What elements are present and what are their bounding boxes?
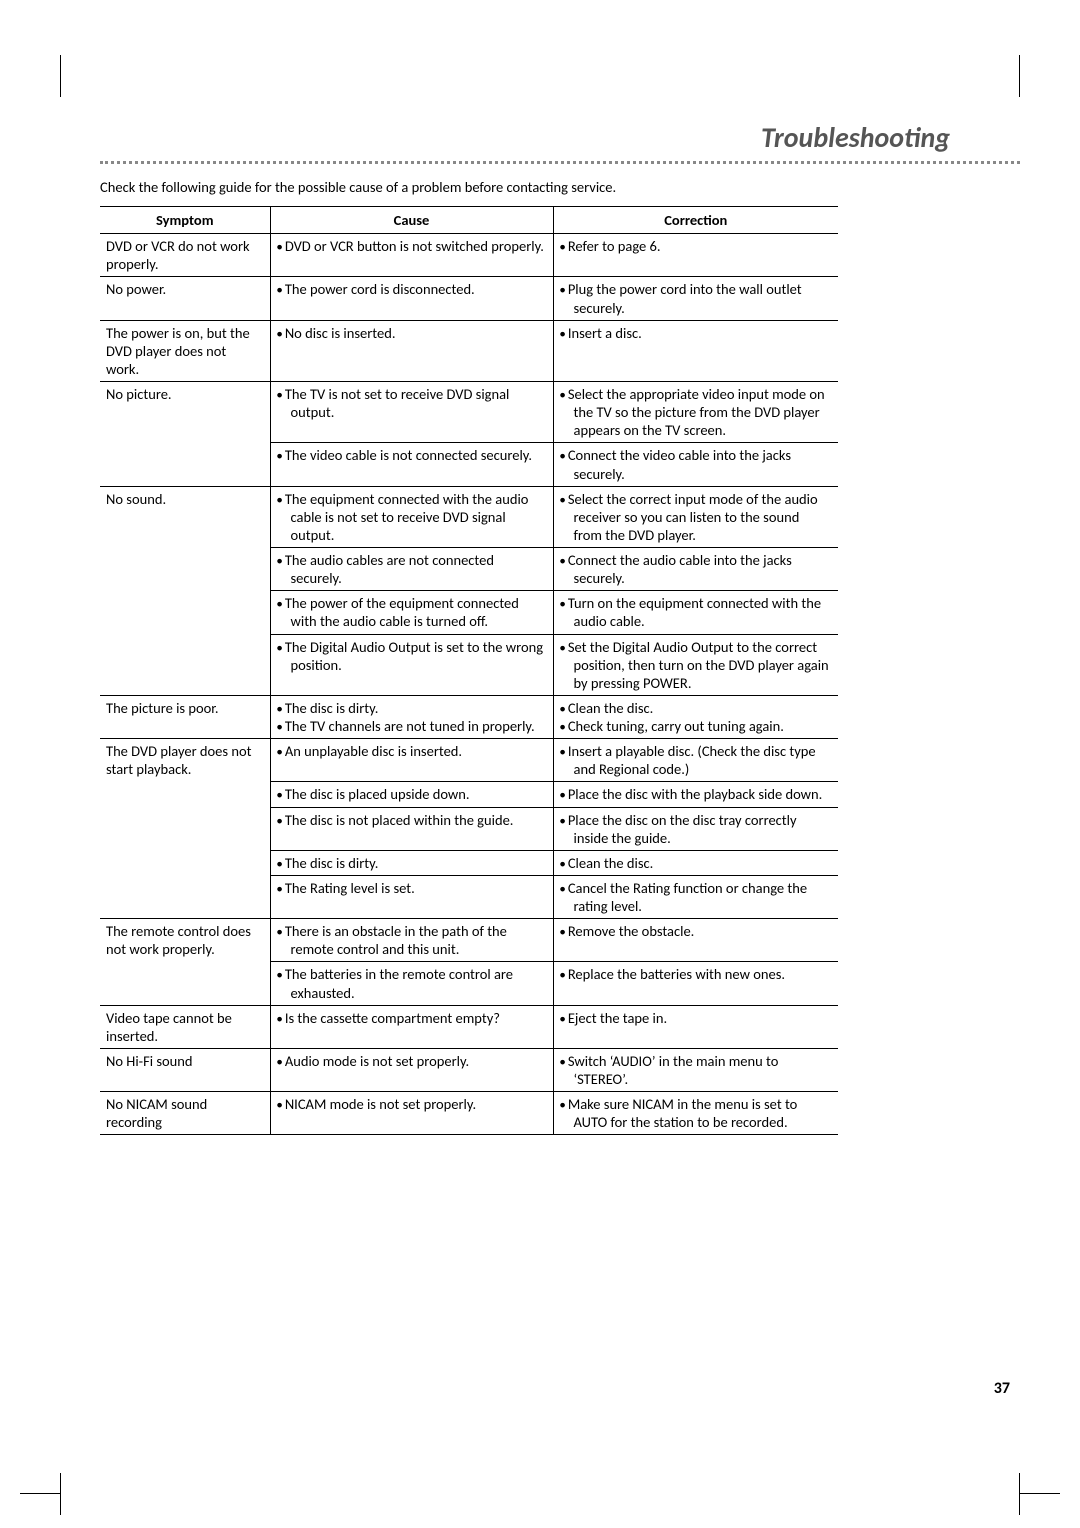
cause-cell: No disc is inserted.: [270, 320, 553, 381]
troubleshooting-table: Symptom Cause Correction DVD or VCR do n…: [100, 206, 838, 1135]
table-row: The power is on, but the DVD player does…: [100, 320, 838, 381]
cause-cell: The power cord is disconnected.: [270, 277, 553, 320]
cause-cell: The disc is placed upside down.: [270, 782, 553, 807]
correction-cell: Clean the disc.Check tuning, carry out t…: [553, 695, 838, 738]
symptom-cell: No Hi-Fi sound: [100, 1048, 270, 1091]
table-row: No picture.The TV is not set to receive …: [100, 382, 838, 443]
page-content: Troubleshooting Check the following guid…: [100, 120, 1020, 1135]
correction-cell: Set the Digital Audio Output to the corr…: [553, 634, 838, 695]
correction-cell: Select the appropriate video input mode …: [553, 382, 838, 443]
page-title: Troubleshooting: [100, 120, 1020, 155]
table-row: The remote control does not work properl…: [100, 919, 838, 962]
cause-cell: The power of the equipment connected wit…: [270, 591, 553, 634]
cause-cell: The disc is dirty.: [270, 850, 553, 875]
cause-cell: The audio cables are not connected secur…: [270, 548, 553, 591]
symptom-cell: No NICAM sound recording: [100, 1092, 270, 1135]
cause-cell: The Digital Audio Output is set to the w…: [270, 634, 553, 695]
correction-cell: Plug the power cord into the wall outlet…: [553, 277, 838, 320]
cause-cell: The video cable is not connected securel…: [270, 443, 553, 486]
table-row: DVD or VCR do not work properly.DVD or V…: [100, 234, 838, 277]
header-cause: Cause: [270, 207, 553, 234]
correction-cell: Remove the obstacle.: [553, 919, 838, 962]
correction-cell: Replace the batteries with new ones.: [553, 962, 838, 1005]
correction-cell: Insert a playable disc. (Check the disc …: [553, 739, 838, 782]
table-header-row: Symptom Cause Correction: [100, 207, 838, 234]
table-row: No NICAM sound recordingNICAM mode is no…: [100, 1092, 838, 1135]
table-row: The picture is poor.The disc is dirty.Th…: [100, 695, 838, 738]
symptom-cell: The picture is poor.: [100, 695, 270, 738]
cause-cell: DVD or VCR button is not switched proper…: [270, 234, 553, 277]
cause-cell: The disc is dirty.The TV channels are no…: [270, 695, 553, 738]
cause-cell: The batteries in the remote control are …: [270, 962, 553, 1005]
cause-cell: NICAM mode is not set properly.: [270, 1092, 553, 1135]
table-row: No power.The power cord is disconnected.…: [100, 277, 838, 320]
intro-text: Check the following guide for the possib…: [100, 178, 1020, 196]
symptom-cell: DVD or VCR do not work properly.: [100, 234, 270, 277]
cause-cell: An unplayable disc is inserted.: [270, 739, 553, 782]
symptom-cell: No power.: [100, 277, 270, 320]
cause-cell: The equipment connected with the audio c…: [270, 486, 553, 547]
table-row: The DVD player does not start playback.A…: [100, 739, 838, 782]
correction-cell: Switch ‘AUDIO’ in the main menu to ‘STER…: [553, 1048, 838, 1091]
symptom-cell: No picture.: [100, 382, 270, 487]
symptom-cell: Video tape cannot be inserted.: [100, 1005, 270, 1048]
correction-cell: Eject the tape in.: [553, 1005, 838, 1048]
correction-cell: Clean the disc.: [553, 850, 838, 875]
correction-cell: Turn on the equipment connected with the…: [553, 591, 838, 634]
header-correction: Correction: [553, 207, 838, 234]
correction-cell: Insert a disc.: [553, 320, 838, 381]
cause-cell: Is the cassette compartment empty?: [270, 1005, 553, 1048]
page-number: 37: [994, 1379, 1010, 1398]
table-row: No Hi-Fi soundAudio mode is not set prop…: [100, 1048, 838, 1091]
header-symptom: Symptom: [100, 207, 270, 234]
correction-cell: Place the disc on the disc tray correctl…: [553, 807, 838, 850]
correction-cell: Connect the video cable into the jacks s…: [553, 443, 838, 486]
table-row: No sound.The equipment connected with th…: [100, 486, 838, 547]
title-divider: [100, 161, 1020, 164]
correction-cell: Make sure NICAM in the menu is set to AU…: [553, 1092, 838, 1135]
correction-cell: Refer to page 6.: [553, 234, 838, 277]
cause-cell: The disc is not placed within the guide.: [270, 807, 553, 850]
cause-cell: The TV is not set to receive DVD signal …: [270, 382, 553, 443]
correction-cell: Cancel the Rating function or change the…: [553, 875, 838, 918]
symptom-cell: The remote control does not work properl…: [100, 919, 270, 1006]
correction-cell: Select the correct input mode of the aud…: [553, 486, 838, 547]
table-row: Video tape cannot be inserted.Is the cas…: [100, 1005, 838, 1048]
symptom-cell: The DVD player does not start playback.: [100, 739, 270, 919]
correction-cell: Place the disc with the playback side do…: [553, 782, 838, 807]
cause-cell: Audio mode is not set properly.: [270, 1048, 553, 1091]
cause-cell: There is an obstacle in the path of the …: [270, 919, 553, 962]
correction-cell: Connect the audio cable into the jacks s…: [553, 548, 838, 591]
symptom-cell: No sound.: [100, 486, 270, 695]
cause-cell: The Rating level is set.: [270, 875, 553, 918]
symptom-cell: The power is on, but the DVD player does…: [100, 320, 270, 381]
